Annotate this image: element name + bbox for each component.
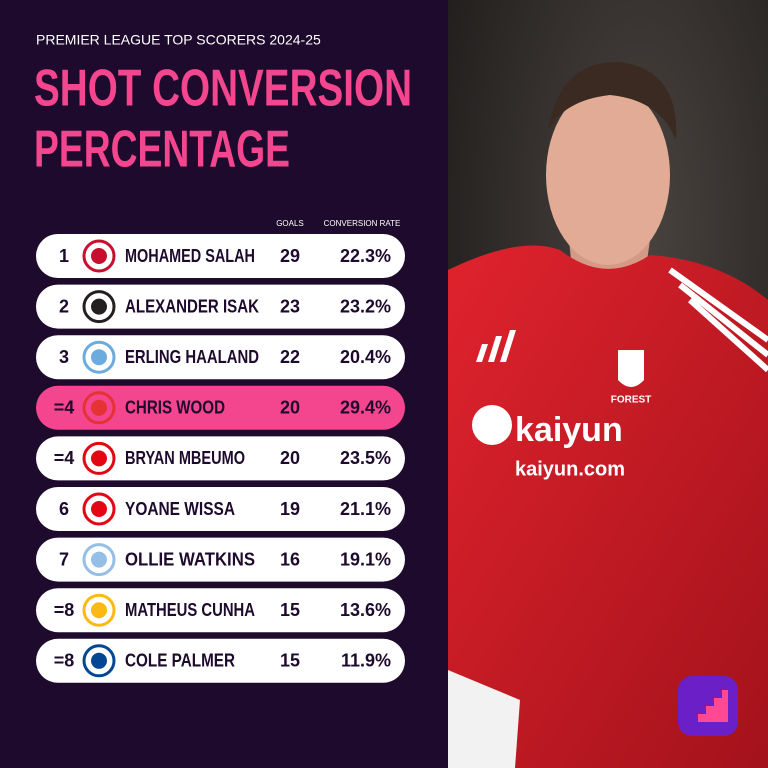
conversion-rate: 23.5% — [340, 448, 391, 468]
player-name: ALEXANDER ISAK — [125, 296, 259, 316]
rank: 7 — [59, 549, 69, 569]
photo: kaiyun kaiyun.com FOREST — [448, 0, 768, 768]
title-line: PERCENTAGE — [34, 121, 290, 179]
table-row — [36, 234, 405, 278]
goals: 29 — [280, 246, 300, 266]
goals: 19 — [280, 499, 300, 519]
player-name: YOANE WISSA — [125, 499, 235, 519]
goals: 22 — [280, 347, 300, 367]
rank: 1 — [59, 246, 69, 266]
table-row — [36, 537, 405, 582]
table-row — [36, 436, 405, 481]
goals: 15 — [280, 651, 300, 671]
title-line: SHOT CONVERSION — [34, 60, 412, 118]
table-row — [36, 487, 405, 531]
conversion-rate: 19.1% — [340, 549, 391, 569]
conversion-rate: 21.1% — [340, 499, 391, 519]
rank: =4 — [54, 448, 75, 468]
goals: 23 — [280, 296, 300, 316]
goals: 20 — [280, 398, 300, 418]
table-row — [36, 335, 405, 380]
conversion-rate: 23.2% — [340, 296, 391, 316]
crest-text: FOREST — [611, 395, 652, 406]
rank: 2 — [59, 296, 69, 316]
club-logo-core — [91, 551, 107, 568]
conversion-rate: 20.4% — [340, 347, 391, 367]
club-logo-core — [91, 501, 107, 517]
goals: 15 — [280, 600, 300, 620]
sponsor: kaiyun — [515, 411, 623, 449]
club-logo-core — [91, 652, 107, 669]
goals: 16 — [280, 549, 300, 569]
table-row — [36, 588, 405, 633]
rank: =8 — [54, 600, 75, 620]
column-header: GOALS — [276, 219, 304, 228]
player-name: COLE PALMER — [125, 651, 235, 671]
conversion-rate: 29.4% — [340, 398, 391, 418]
club-logo-core — [91, 399, 107, 416]
conversion-rate: 22.3% — [340, 246, 391, 266]
player-name: BRYAN MBEUMO — [125, 448, 245, 468]
table-row — [36, 385, 405, 430]
table-row — [36, 284, 405, 329]
club-logo-core — [91, 602, 107, 619]
club-logo-core — [91, 248, 107, 264]
conversion-rate: 11.9% — [341, 651, 391, 671]
player-name: ERLING HAALAND — [125, 347, 259, 367]
goals: 20 — [280, 448, 300, 468]
club-logo-core — [91, 298, 107, 315]
player-name: MOHAMED SALAH — [125, 246, 255, 266]
table-row — [36, 638, 405, 683]
player-name: OLLIE WATKINS — [125, 549, 255, 569]
club-logo-core — [91, 349, 107, 366]
rank: =4 — [54, 398, 75, 418]
club-logo-core — [91, 450, 107, 467]
rank: =8 — [54, 651, 75, 671]
player-name: MATHEUS CUNHA — [125, 600, 255, 620]
player-name: CHRIS WOOD — [125, 398, 225, 418]
column-header: CONVERSION RATE — [324, 219, 401, 228]
conversion-rate: 13.6% — [340, 600, 391, 620]
kicker: PREMIER LEAGUE TOP SCORERS 2024-25 — [36, 32, 321, 48]
sponsor-url: kaiyun.com — [515, 458, 625, 480]
rank: 3 — [59, 347, 69, 367]
rank: 6 — [59, 499, 69, 519]
